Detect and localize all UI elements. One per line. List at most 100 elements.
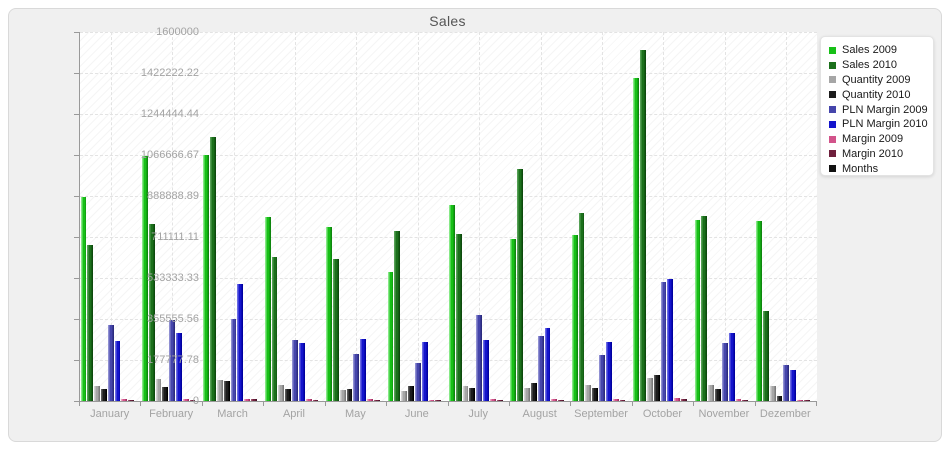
- bar-sales-2010-june: [394, 231, 401, 401]
- bar-margin-2009-august: [551, 399, 558, 401]
- bar-margin-2010-june: [435, 399, 442, 401]
- bar-sales-2010-april: [271, 256, 278, 401]
- bar-sales-2010-february: [148, 223, 155, 401]
- v-gridline: [724, 32, 726, 401]
- h-gridline: [80, 114, 817, 115]
- legend: Sales 2009 Sales 2010 Quantity 2009 Quantit…: [820, 36, 934, 176]
- legend-swatch-icon: [829, 76, 836, 84]
- bar-quantity-2010-january: [100, 389, 107, 401]
- bar-pln-margin-2009-dezember: [783, 364, 790, 401]
- legend-swatch-icon: [829, 135, 836, 143]
- y-axis-label: 355555.56: [147, 313, 199, 325]
- bar-sales-2009-june: [387, 272, 394, 401]
- x-axis-tick: [631, 401, 633, 406]
- y-axis-tick: [74, 32, 79, 33]
- bar-pln-margin-2010-august: [544, 327, 551, 401]
- bar-margin-2010-february: [189, 399, 196, 401]
- y-axis-label: 1066666.67: [140, 149, 199, 161]
- legend-item-quantity-2010: Quantity 2010: [829, 87, 933, 102]
- bar-pln-margin-2010-january: [114, 341, 121, 401]
- legend-swatch-icon: [829, 91, 836, 99]
- bar-margin-2010-january: [128, 399, 135, 401]
- x-axis-label: July: [468, 408, 488, 420]
- bar-pln-margin-2009-march: [230, 318, 237, 401]
- bar-sales-2009-may: [326, 227, 332, 401]
- v-gridline: [602, 32, 604, 401]
- v-gridline: [233, 32, 235, 401]
- y-axis-tick: [74, 73, 79, 74]
- bar-quantity-2009-may: [339, 390, 346, 401]
- legend-swatch-icon: [829, 165, 836, 173]
- x-axis-label: October: [642, 408, 683, 420]
- legend-swatch-icon: [829, 120, 836, 128]
- legend-item-pln-margin-2010: PLN Margin 2010: [829, 117, 933, 132]
- bar-margin-2010-july: [496, 399, 503, 401]
- bar-pln-margin-2009-january: [107, 325, 114, 401]
- bar-pln-margin-2010-november: [728, 332, 735, 401]
- h-gridline: [80, 237, 817, 238]
- bar-margin-2009-september: [612, 399, 619, 401]
- bar-sales-2009-april: [264, 216, 271, 401]
- y-axis-tick: [74, 196, 79, 197]
- bar-quantity-2009-august: [524, 388, 530, 401]
- bar-sales-2010-march: [210, 136, 216, 401]
- h-gridline: [80, 360, 817, 361]
- x-axis-tick: [386, 401, 388, 406]
- bar-margin-2010-october: [681, 398, 687, 401]
- bar-pln-margin-2010-june: [421, 341, 428, 401]
- v-gridline: [417, 32, 419, 401]
- bar-quantity-2010-november: [715, 388, 721, 401]
- bar-quantity-2009-september: [585, 385, 592, 401]
- y-axis-label: 888888.89: [147, 190, 199, 202]
- bar-sales-2010-july: [455, 233, 462, 401]
- bar-quantity-2009-april: [278, 385, 285, 401]
- legend-item-sales-2009: Sales 2009: [829, 43, 933, 58]
- bar-margin-2009-july: [489, 399, 496, 401]
- bar-margin-2010-march: [251, 399, 257, 401]
- v-gridline: [172, 32, 174, 401]
- legend-swatch-icon: [829, 61, 836, 69]
- bar-margin-2010-august: [558, 399, 564, 401]
- x-axis-label: September: [574, 408, 628, 420]
- legend-item-months: Months: [829, 161, 933, 176]
- bar-quantity-2009-march: [216, 380, 223, 401]
- bar-quantity-2010-february: [162, 386, 169, 401]
- bar-pln-margin-2009-september: [599, 355, 605, 401]
- bar-sales-2009-february: [141, 155, 148, 401]
- bar-sales-2009-january: [80, 197, 87, 401]
- x-axis-tick: [816, 401, 817, 406]
- y-axis-tick: [74, 278, 79, 279]
- bar-quantity-2010-dezember: [776, 396, 783, 401]
- x-axis-tick: [508, 401, 510, 406]
- legend-item-quantity-2009: Quantity 2009: [829, 73, 933, 88]
- legend-label: Sales 2010: [842, 59, 898, 72]
- x-axis-label: June: [404, 408, 429, 420]
- bar-pln-margin-2010-september: [605, 341, 612, 401]
- bar-sales-2010-september: [578, 213, 585, 401]
- y-axis-label: 177777.78: [147, 354, 199, 366]
- bar-sales-2009-march: [203, 155, 210, 401]
- x-axis-tick: [140, 401, 142, 406]
- bar-quantity-2010-august: [530, 383, 537, 401]
- bar-pln-margin-2009-october: [660, 282, 667, 401]
- x-axis-tick: [754, 401, 756, 406]
- x-axis-tick: [447, 401, 449, 406]
- bar-margin-2009-dezember: [797, 399, 803, 401]
- y-axis-tick: [74, 114, 79, 115]
- h-gridline: [80, 32, 817, 33]
- x-axis-label: August: [522, 408, 557, 420]
- y-axis-label: 533333.33: [147, 272, 199, 284]
- bar-margin-2009-february: [182, 399, 189, 401]
- chart-title: Sales: [429, 13, 466, 29]
- y-axis-label: 0: [192, 395, 199, 407]
- legend-label: Margin 2009: [842, 133, 904, 146]
- x-axis-label: Dezember: [759, 408, 811, 420]
- h-gridline: [80, 196, 817, 197]
- y-axis-tick: [74, 360, 79, 361]
- bar-sales-2010-august: [517, 168, 524, 401]
- legend-label: Quantity 2010: [842, 88, 911, 101]
- legend-label: Quantity 2009: [842, 73, 911, 86]
- bar-margin-2010-april: [312, 399, 319, 401]
- legend-swatch-icon: [829, 150, 836, 158]
- bar-margin-2009-june: [428, 399, 435, 401]
